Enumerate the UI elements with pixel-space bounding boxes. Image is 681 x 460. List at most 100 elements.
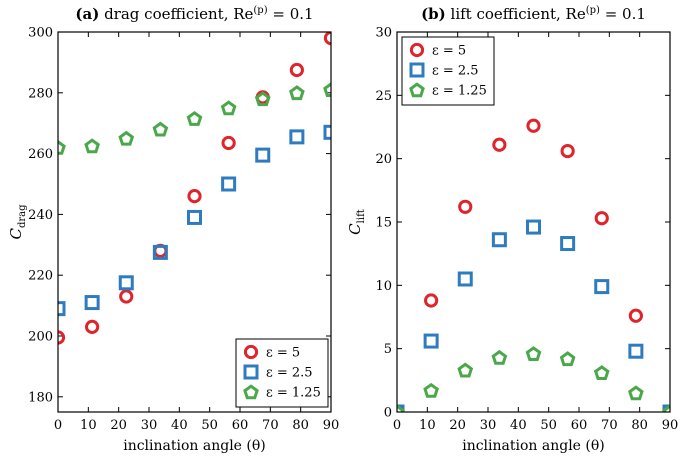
data-point-pentagon [628,385,644,401]
y-tick-label: 280 [28,86,53,101]
y-tick-label: 180 [28,390,53,405]
x-tick-label: 10 [80,418,97,433]
x-tick-label: 0 [54,418,62,433]
x-tick-label: 80 [631,418,648,433]
x-tick-label: 90 [323,418,340,433]
y-tick-label: 0 [384,406,392,421]
x-tick-label: 30 [141,418,158,433]
legend-marker-pentagon [243,384,259,400]
data-point-circle [458,199,473,214]
data-point-circle [187,189,202,204]
data-markers [58,32,331,345]
y-tick-label: 20 [375,152,392,167]
data-point-pentagon [397,404,405,412]
plot-frame [396,31,671,413]
y-tick-label: 15 [375,216,392,231]
legend-label: ε = 2.5 [432,64,479,79]
data-point-pentagon [323,82,331,98]
y-tick-label: 30 [375,26,392,41]
x-tick-label: 30 [480,418,497,433]
data-point-pentagon [220,100,237,116]
legend-label: ε = 2.5 [266,366,313,381]
legend-box [235,338,329,408]
plot-frame [57,31,332,413]
x-tick-label: 0 [393,418,401,433]
legend-label: ε = 5 [432,44,466,59]
x-tick-label: 60 [232,418,249,433]
data-point-square [152,244,168,260]
data-point-pentagon [289,85,305,101]
y-tick-label: 200 [28,330,53,345]
chart-title-label: (a) [75,5,99,23]
x-tick-label: 70 [262,418,279,433]
data-point-pentagon [58,139,66,155]
x-tick-label: 40 [510,418,527,433]
data-point-circle [628,308,643,323]
data-point-square [628,343,644,359]
data-point-circle [85,319,100,334]
data-point-square [423,333,439,349]
data-point-square [118,275,134,291]
x-tick-label: 60 [571,418,588,433]
x-tick-label: 20 [449,418,466,433]
data-markers [397,118,670,412]
y-tick-label: 5 [384,342,392,357]
legend-marker-square [243,364,259,380]
chart-title-text: drag coefficient, Re [99,5,253,23]
y-tick-label: 260 [28,147,53,162]
data-point-pentagon [423,382,439,398]
y-axis-label-subscript: drag [17,204,28,228]
data-point-pentagon [118,130,135,146]
data-point-square [255,147,271,163]
data-point-pentagon [491,349,508,365]
legend-marker-square [409,62,425,78]
y-axis-label-symbol: C [346,223,364,235]
x-tick-label: 50 [201,418,218,433]
data-point-square [560,236,576,252]
data-point-circle [560,143,575,159]
x-tick-label: 90 [662,418,679,433]
data-point-pentagon [254,91,271,107]
y-axis-label: Cdrag [7,204,28,240]
y-tick-label: 220 [28,269,53,284]
data-point-square [457,271,473,287]
data-point-pentagon [84,138,100,154]
legend-label: ε = 5 [266,346,300,361]
data-point-pentagon [525,346,542,362]
data-point-pentagon [186,110,203,126]
data-point-circle [526,118,541,133]
data-point-square [289,129,305,145]
y-tick-label: 25 [375,89,392,104]
data-point-circle [594,211,609,226]
data-point-circle [119,289,134,304]
legend: ε = 5 ε = 2.5 ε = 1.25 [401,36,495,106]
y-tick-label: 300 [28,26,53,41]
legend-marker-pentagon [409,82,425,98]
chart-title-text: lift coefficient, Re [446,5,586,23]
y-tick-label: 10 [375,279,392,294]
x-tick-label: 50 [540,418,557,433]
data-point-circle [424,293,439,308]
panel-a: (a) drag coefficient, Re(p) = 0.1 0 10 20 30… [7,5,339,454]
data-point-circle [221,135,236,151]
data-point-square [58,301,66,317]
y-tick-label: 240 [28,208,53,223]
data-point-circle [492,137,507,152]
chart-title: (a) drag coefficient, Re(p) = 0.1 [75,5,313,23]
legend-marker-circle [243,344,259,360]
legend: ε = 5 ε = 2.5 ε = 1.25 [235,338,329,408]
data-point-square [84,295,100,311]
y-axis-label-symbol: C [7,228,25,240]
chart-title-label: (b) [421,5,446,23]
data-point-pentagon [559,351,576,367]
legend-box [401,36,495,106]
x-axis-label: inclination angle (θ) [123,438,266,454]
legend-label: ε = 1.25 [432,84,487,99]
x-axis-label: inclination angle (θ) [462,438,605,454]
data-point-square [221,176,237,192]
data-point-square [594,279,610,295]
data-point-pentagon [662,404,670,412]
chart-title-superscript: (p) [586,5,600,16]
x-tick-label: 20 [110,418,127,433]
